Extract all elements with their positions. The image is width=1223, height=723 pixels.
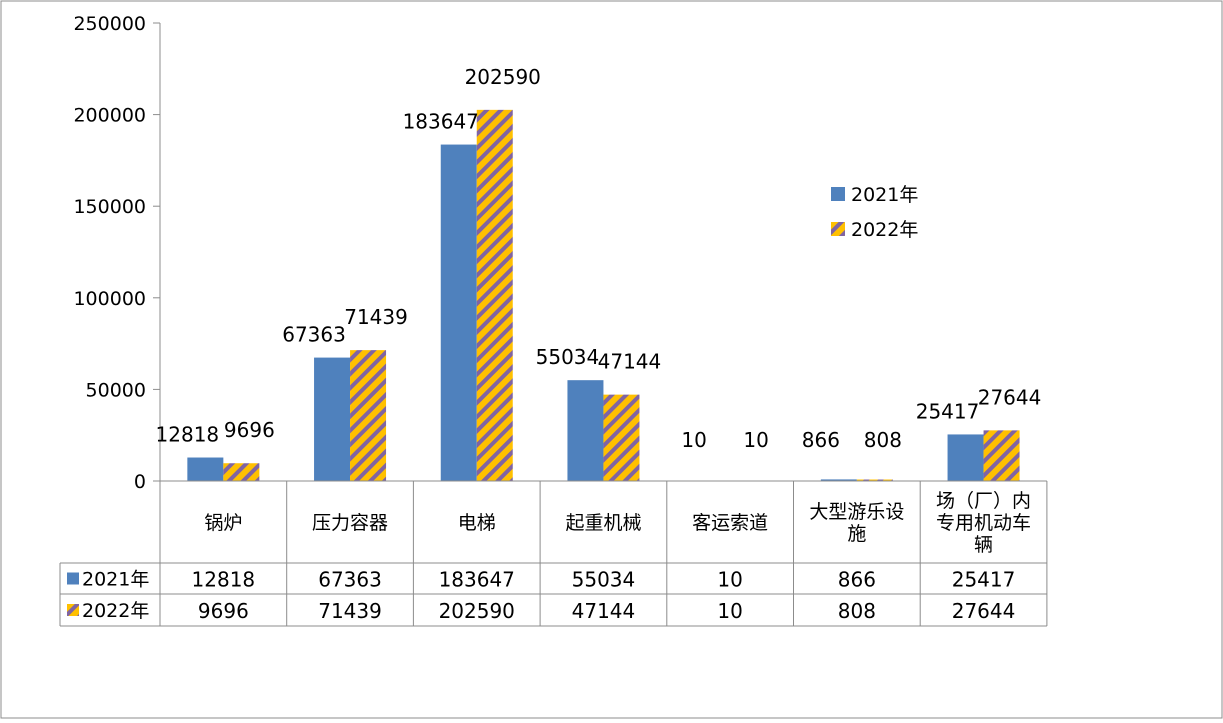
table-cell-value: 866 (838, 568, 876, 592)
table-legend-swatch (67, 604, 79, 616)
x-category-label: 锅炉 (204, 512, 242, 534)
bar-2021 (440, 144, 477, 481)
table-legend-swatch (67, 572, 79, 585)
legend-swatch (831, 222, 845, 236)
table-cell-value: 25417 (952, 568, 1016, 592)
data-label-2022: 202590 (465, 65, 541, 89)
x-category-label: 大型游乐设 (809, 501, 904, 523)
bar-2022 (476, 109, 513, 482)
data-label-2021: 12818 (156, 423, 220, 447)
data-label-2021: 183647 (403, 110, 479, 134)
table-cell-value: 202590 (439, 599, 515, 623)
legend-label: 2022年 (851, 219, 918, 241)
data-label-2021: 55034 (536, 345, 600, 369)
x-category-label: 起重机械 (565, 512, 641, 534)
data-label-2022: 47144 (598, 350, 662, 374)
table-cell-value: 67363 (318, 568, 382, 592)
data-label-2022: 808 (864, 428, 902, 452)
table-cell-value: 12818 (192, 568, 256, 592)
bar-2021 (314, 357, 351, 481)
bar-2022 (983, 430, 1020, 481)
table-cell-value: 55034 (572, 568, 636, 592)
data-label-2022: 71439 (344, 305, 408, 329)
data-label-2021: 67363 (282, 323, 346, 347)
bar-2022 (856, 479, 893, 481)
bar-2021 (947, 434, 984, 481)
bar-2021 (567, 380, 604, 481)
bar-2022 (350, 350, 387, 481)
table-cell-value: 10 (717, 599, 742, 623)
y-tick-label: 50000 (86, 379, 146, 401)
x-category-label: 辆 (974, 534, 993, 556)
x-category-label: 压力容器 (312, 512, 388, 534)
table-cell-value: 808 (838, 599, 876, 623)
data-label-2022: 10 (743, 428, 768, 452)
y-tick-label: 250000 (73, 13, 146, 35)
x-category-label: 客运索道 (692, 512, 768, 534)
bar-2021 (820, 479, 857, 481)
y-tick-label: 100000 (73, 288, 146, 310)
table-cell-value: 10 (717, 568, 742, 592)
data-label-2021: 25417 (916, 399, 980, 423)
y-tick-label: 200000 (73, 105, 146, 127)
bar-2022 (603, 394, 640, 481)
x-category-label: 场（厂）内 (936, 490, 1031, 512)
table-cell-value: 47144 (572, 599, 636, 623)
x-category-label: 电梯 (458, 512, 496, 534)
table-cell-value: 183647 (439, 568, 515, 592)
x-category-label: 专用机动车 (936, 512, 1031, 534)
data-label-2021: 866 (802, 428, 840, 452)
bar-2021 (187, 457, 224, 481)
legend-swatch (831, 187, 845, 201)
table-cell-value: 9696 (198, 599, 249, 623)
table-series-name: 2021年 (82, 569, 149, 591)
bar-2022 (223, 463, 260, 481)
data-label-2022: 9696 (224, 418, 275, 442)
data-label-2021: 10 (681, 428, 706, 452)
legend-label: 2021年 (851, 184, 918, 206)
table-series-name: 2022年 (82, 600, 149, 622)
table-cell-value: 27644 (952, 599, 1016, 623)
y-tick-label: 150000 (73, 196, 146, 218)
data-label-2022: 27644 (978, 385, 1042, 409)
y-tick-label: 0 (134, 471, 146, 493)
table-cell-value: 71439 (318, 599, 382, 623)
x-category-label: 施 (847, 523, 866, 545)
